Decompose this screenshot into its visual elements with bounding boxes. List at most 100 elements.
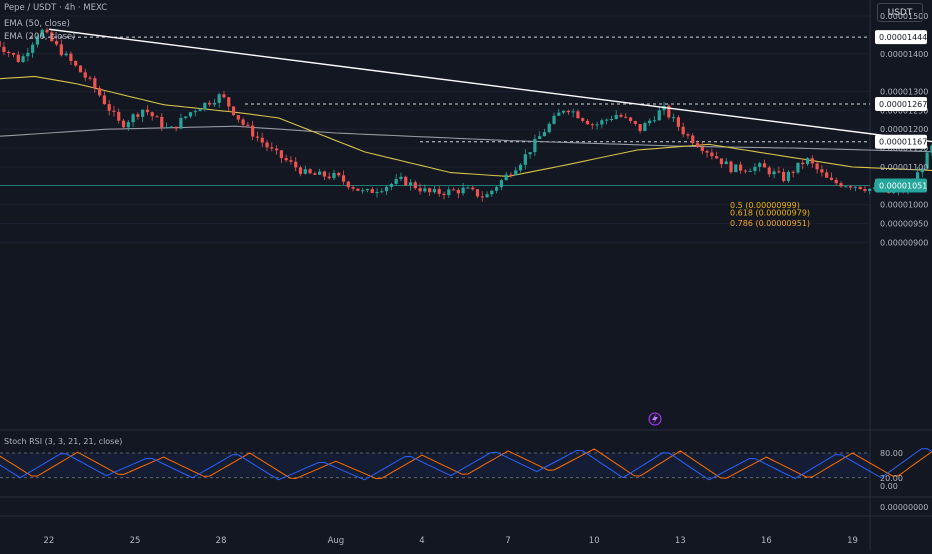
candle-body [337,172,341,176]
candle-body [638,123,642,132]
candle-body [380,191,384,193]
candle-body [533,138,537,153]
candle-body [16,54,20,63]
candle-body [284,158,288,161]
candle-body [796,162,800,173]
candle-body [552,115,556,124]
candle-body [834,179,838,184]
currency-unit-button[interactable]: USDT [877,3,923,22]
candle-body [78,65,83,73]
rsi-tick-label: 0.00 [880,482,898,491]
candle-body [676,117,680,127]
candle-body [523,154,527,165]
price-tick-label: 0.00001400 [880,50,928,59]
candle-body [365,189,370,191]
candle-body [322,171,327,177]
candle-body [117,111,121,121]
candle-body [542,132,547,137]
candle-body [820,169,824,173]
candle-body [0,41,1,47]
candle-body [145,109,150,113]
candle-body [404,176,408,186]
candle-body [50,32,54,42]
ema50-legend: EMA (50, close) [4,19,70,29]
candle-body [805,158,810,165]
candle-body [184,116,188,119]
candle-body [150,112,154,117]
candle-body [260,137,264,143]
price-badge-label: 0.00001444 [879,33,927,42]
time-tick-label: 4 [419,536,424,546]
candle-body [169,126,173,128]
candle-body [609,119,614,121]
descending-trendline [48,28,932,143]
candle-body [915,172,920,184]
stoch-rsi-d-line [0,448,932,480]
fib-label: 0.618 (0.00000979) [730,209,810,218]
candle-body [212,102,217,105]
candle-body [839,183,843,187]
price-tick-label-bottom: 0.00000000 [880,503,928,512]
candle-body [715,156,719,159]
candle-body [346,181,350,188]
candle-body [590,124,594,126]
candle-body [758,163,762,167]
candle-body [193,111,197,113]
candle-body [179,118,183,129]
price-badge-1267: 0.00001267 [875,96,927,111]
candle-body [265,142,269,148]
candle-body [628,117,633,122]
candle-body [863,189,867,191]
candle-body [719,158,724,165]
fib-label: 0.5 (0.00000999) [730,201,800,210]
candle-body [748,171,752,173]
price-tick-label: 0.00001500 [880,12,928,21]
fib-label: 0.786 (0.00000951) [730,219,810,228]
candle-body [791,171,795,173]
candle-body [313,173,317,175]
candle-body [624,116,628,118]
time-tick-label: Aug [328,536,345,546]
candle-body [695,143,700,147]
candle-body [408,182,413,186]
candle-body [303,169,307,174]
candle-body [26,52,30,57]
candle-body [585,120,590,125]
candle-body [485,194,489,198]
candle-body [35,36,40,45]
candle-body [782,172,786,181]
candle-body [686,134,690,136]
candle-body [294,161,298,168]
candle-body [738,164,743,171]
lightning-icon-glyph [652,414,658,424]
candle-body [538,136,542,139]
time-tick-label: 7 [505,536,510,546]
candle-body [102,95,106,105]
candle-body [672,117,676,119]
candle-body [198,109,202,112]
candle-body [136,114,140,117]
candle-body [385,186,389,192]
candle-body [480,196,484,198]
candle-body [21,56,25,63]
candle-body [872,187,877,189]
candle-body [600,120,604,125]
price-badge-label: 0.00001267 [879,100,927,109]
candle-body [98,88,102,96]
candle-body [509,174,513,176]
candle-body [576,111,580,119]
candle-body [700,146,704,152]
candle-body [447,189,451,196]
candle-body [222,94,226,98]
lightning-icon[interactable] [648,412,662,426]
candle-body [418,188,422,192]
candle-body [581,118,585,121]
candle-body [236,115,240,120]
candle-body [853,186,857,188]
candle-body [825,172,829,178]
candle-body [729,161,733,173]
candle-body [255,136,260,138]
price-badge-bg [875,30,927,45]
